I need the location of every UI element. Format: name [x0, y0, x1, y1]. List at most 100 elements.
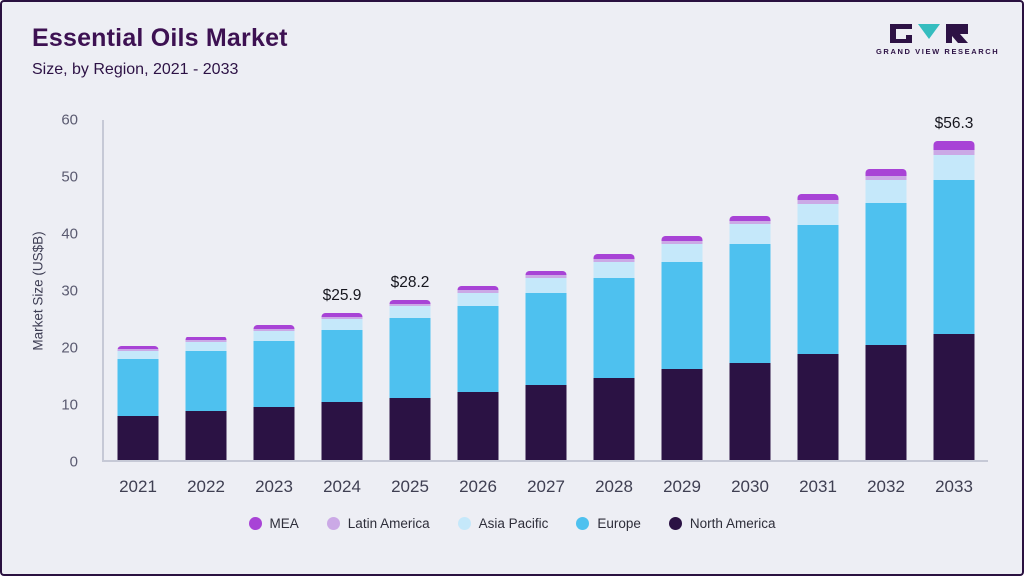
- bar-column-2031: 2031: [784, 120, 852, 496]
- bar-2026: [457, 286, 499, 460]
- segment-europe: [321, 329, 363, 403]
- y-axis-ticks: 0 10 20 30 40 50 60: [2, 112, 94, 471]
- bar-column-2021: 2021: [104, 120, 172, 496]
- segment-asia-pacific: [117, 350, 159, 360]
- segment-europe: [117, 359, 159, 416]
- segment-europe: [729, 243, 771, 364]
- legend-item-latin-america: Latin America: [326, 516, 430, 531]
- segment-asia-pacific: [797, 203, 839, 225]
- legend-item-europe: Europe: [576, 516, 641, 531]
- segment-asia-pacific: [729, 224, 771, 244]
- segment-north-america: [661, 369, 703, 460]
- segment-asia-pacific: [661, 244, 703, 262]
- y-tick-label: 40: [61, 225, 78, 243]
- brand-logo-icon: [890, 24, 968, 43]
- bar-2027: [525, 270, 567, 460]
- x-axis-label: 2026: [459, 477, 497, 496]
- bar-column-2027: 2027: [512, 120, 580, 496]
- segment-latin-america: [185, 339, 227, 342]
- segment-europe: [185, 350, 227, 412]
- brand-logo: GRAND VIEW RESEARCH: [876, 22, 1000, 56]
- bar-2024: [321, 313, 363, 460]
- x-axis-label: 2025: [391, 477, 429, 496]
- segment-mea: [593, 254, 635, 259]
- legend-item-north-america: North America: [668, 516, 776, 531]
- segment-mea: [253, 325, 295, 329]
- bar-2031: [797, 193, 839, 460]
- segment-europe: [865, 203, 907, 345]
- x-axis-label: 2032: [867, 477, 905, 496]
- legend-label: Asia Pacific: [478, 516, 549, 531]
- bar-2025: [389, 300, 431, 460]
- segment-asia-pacific: [185, 341, 227, 351]
- page-title: Essential Oils Market: [32, 24, 288, 52]
- segment-europe: [457, 305, 499, 393]
- bar-column-2033: $56.3 2033: [920, 115, 988, 496]
- x-axis-label: 2022: [187, 477, 225, 496]
- bar-2022: [185, 336, 227, 460]
- segment-north-america: [729, 363, 771, 460]
- segment-asia-pacific: [457, 292, 499, 306]
- segment-north-america: [321, 402, 363, 460]
- plot-area: 2021 2022 2023 $25.9 2024 $28.2 2025 2026 2027 20…: [102, 115, 988, 496]
- y-tick-label: 20: [61, 339, 78, 357]
- legend-dot-icon: [326, 517, 340, 530]
- segment-europe: [525, 292, 567, 386]
- bar-column-2026: 2026: [444, 120, 512, 496]
- bar-column-2030: 2030: [716, 120, 784, 496]
- bar-value-label: $28.2: [390, 274, 430, 292]
- bar-column-2022: 2022: [172, 120, 240, 496]
- bar-column-2024: $25.9 2024: [308, 120, 376, 496]
- bar-column-2028: 2028: [580, 120, 648, 496]
- x-axis-label: 2024: [323, 477, 361, 496]
- segment-asia-pacific: [933, 154, 975, 181]
- segment-latin-america: [729, 220, 771, 225]
- x-axis-label: 2030: [731, 477, 769, 496]
- segment-europe: [933, 180, 975, 335]
- legend-item-asia-pacific: Asia Pacific: [457, 516, 549, 531]
- legend: MEA Latin America Asia Pacific Europe North …: [2, 516, 1022, 531]
- bar-2030: [729, 215, 771, 460]
- segment-latin-america: [797, 199, 839, 204]
- segment-mea: [321, 313, 363, 317]
- segment-asia-pacific: [389, 306, 431, 319]
- brand-logo-text: GRAND VIEW RESEARCH: [876, 47, 1000, 56]
- x-axis-label: 2029: [663, 477, 701, 496]
- legend-dot-icon: [248, 517, 262, 530]
- y-tick-label: 50: [61, 168, 78, 186]
- bar-2032: [865, 168, 907, 460]
- x-axis-label: 2028: [595, 477, 633, 496]
- legend-label: Europe: [597, 516, 641, 531]
- segment-mea: [389, 300, 431, 305]
- legend-label: North America: [689, 516, 776, 531]
- segment-asia-pacific: [525, 278, 567, 293]
- y-tick-label: 10: [61, 396, 78, 414]
- segment-asia-pacific: [321, 318, 363, 330]
- segment-mea: [729, 215, 771, 221]
- segment-north-america: [457, 392, 499, 460]
- segment-latin-america: [389, 304, 431, 307]
- segment-north-america: [117, 415, 159, 460]
- bar-2021: [117, 345, 159, 460]
- segment-latin-america: [253, 328, 295, 331]
- segment-mea: [865, 168, 907, 177]
- bar-2028: [593, 254, 635, 460]
- segment-asia-pacific: [865, 180, 907, 204]
- segment-latin-america: [457, 290, 499, 293]
- bar-column-2029: 2029: [648, 120, 716, 496]
- segment-north-america: [933, 334, 975, 460]
- legend-item-mea: MEA: [248, 516, 299, 531]
- segment-latin-america: [117, 348, 159, 351]
- segment-mea: [661, 236, 703, 242]
- page-subtitle: Size, by Region, 2021 - 2033: [32, 61, 239, 78]
- header: Essential Oils Market Size, by Region, 2…: [32, 24, 288, 79]
- segment-mea: [457, 286, 499, 291]
- segment-north-america: [593, 377, 635, 460]
- legend-dot-icon: [668, 517, 682, 530]
- segment-mea: [525, 270, 567, 276]
- segment-europe: [253, 341, 295, 408]
- bar-column-2025: $28.2 2025: [376, 120, 444, 496]
- segment-north-america: [865, 344, 907, 460]
- y-tick-label: 30: [61, 282, 78, 300]
